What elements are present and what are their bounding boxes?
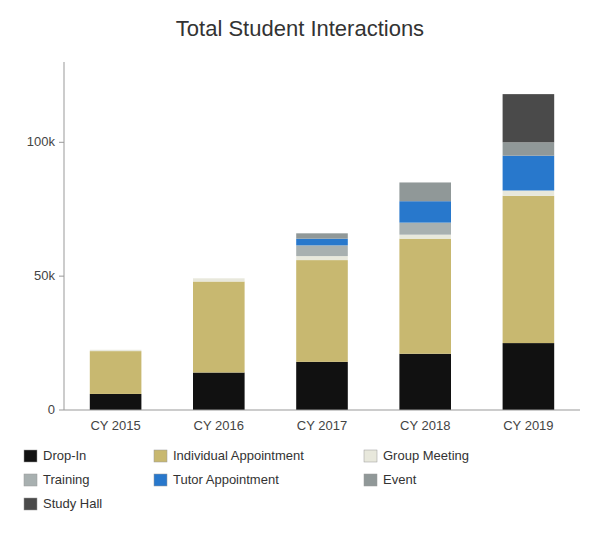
bar-segment — [296, 233, 348, 234]
bar-segment — [503, 190, 555, 195]
legend-label: Tutor Appointment — [173, 472, 279, 487]
bar-segment — [296, 256, 348, 260]
legend-label: Study Hall — [43, 496, 102, 511]
legend-swatch — [24, 474, 37, 486]
legend-swatch — [24, 450, 37, 462]
bar-segment — [193, 278, 245, 279]
bar-segment — [503, 156, 555, 191]
x-tick-label: CY 2018 — [400, 418, 450, 433]
legend-swatch — [364, 474, 377, 486]
title: Total Student Interactions — [176, 16, 424, 41]
bar-segment — [399, 201, 451, 222]
legend-swatch — [154, 474, 167, 486]
y-tick-label: 50k — [34, 268, 55, 283]
bar-segment — [193, 278, 245, 279]
bar-segment — [90, 351, 142, 394]
y-axis-line — [64, 62, 65, 410]
bar-segment — [503, 343, 555, 410]
bar-segment — [296, 245, 348, 256]
x-tick-label: CY 2016 — [194, 418, 244, 433]
x-tick-label: CY 2019 — [503, 418, 553, 433]
chart: Total Student Interactions 0 50k 100k CY 201… — [0, 0, 600, 550]
bar-segment — [90, 349, 142, 350]
bar-segment — [399, 182, 451, 201]
bar-segment — [296, 260, 348, 362]
x-axis-line — [64, 410, 580, 411]
bar-segment — [90, 349, 142, 350]
bar-segment — [399, 354, 451, 410]
bar-segment — [503, 196, 555, 343]
bar-segment — [503, 94, 555, 142]
bar-segment — [399, 235, 451, 239]
legend-swatch — [154, 450, 167, 462]
y-tick-label: 0 — [48, 402, 55, 417]
bar-segment — [399, 239, 451, 354]
bar-segment — [399, 182, 451, 183]
bar-segment — [90, 350, 142, 351]
x-tick-label: CY 2015 — [90, 418, 140, 433]
y-tick — [59, 276, 64, 277]
legend-label: Group Meeting — [383, 448, 469, 463]
legend-label: Training — [43, 472, 89, 487]
legend-label: Individual Appointment — [173, 448, 304, 463]
bar-segment — [296, 362, 348, 410]
y-tick — [59, 142, 64, 143]
bar-segment — [193, 282, 245, 373]
legend: Drop-In Individual Appointment Group Meeti… — [24, 448, 469, 511]
y-tick — [59, 410, 64, 411]
bar-segment — [193, 278, 245, 281]
bar-segment — [193, 278, 245, 279]
bar-segment — [296, 239, 348, 246]
legend-label: Drop-In — [43, 448, 86, 463]
bar-segment — [399, 223, 451, 235]
bar-segment — [90, 349, 142, 350]
bars — [90, 94, 554, 410]
x-tick-label: CY 2017 — [297, 418, 347, 433]
legend-label: Event — [383, 472, 417, 487]
legend-swatch — [24, 498, 37, 510]
bar-segment — [296, 233, 348, 238]
bar-segment — [90, 349, 142, 350]
y-tick-label: 100k — [27, 134, 56, 149]
bar-segment — [90, 394, 142, 410]
legend-swatch — [364, 450, 377, 462]
bar-segment — [193, 278, 245, 279]
bar-segment — [503, 142, 555, 155]
bar-segment — [193, 373, 245, 410]
